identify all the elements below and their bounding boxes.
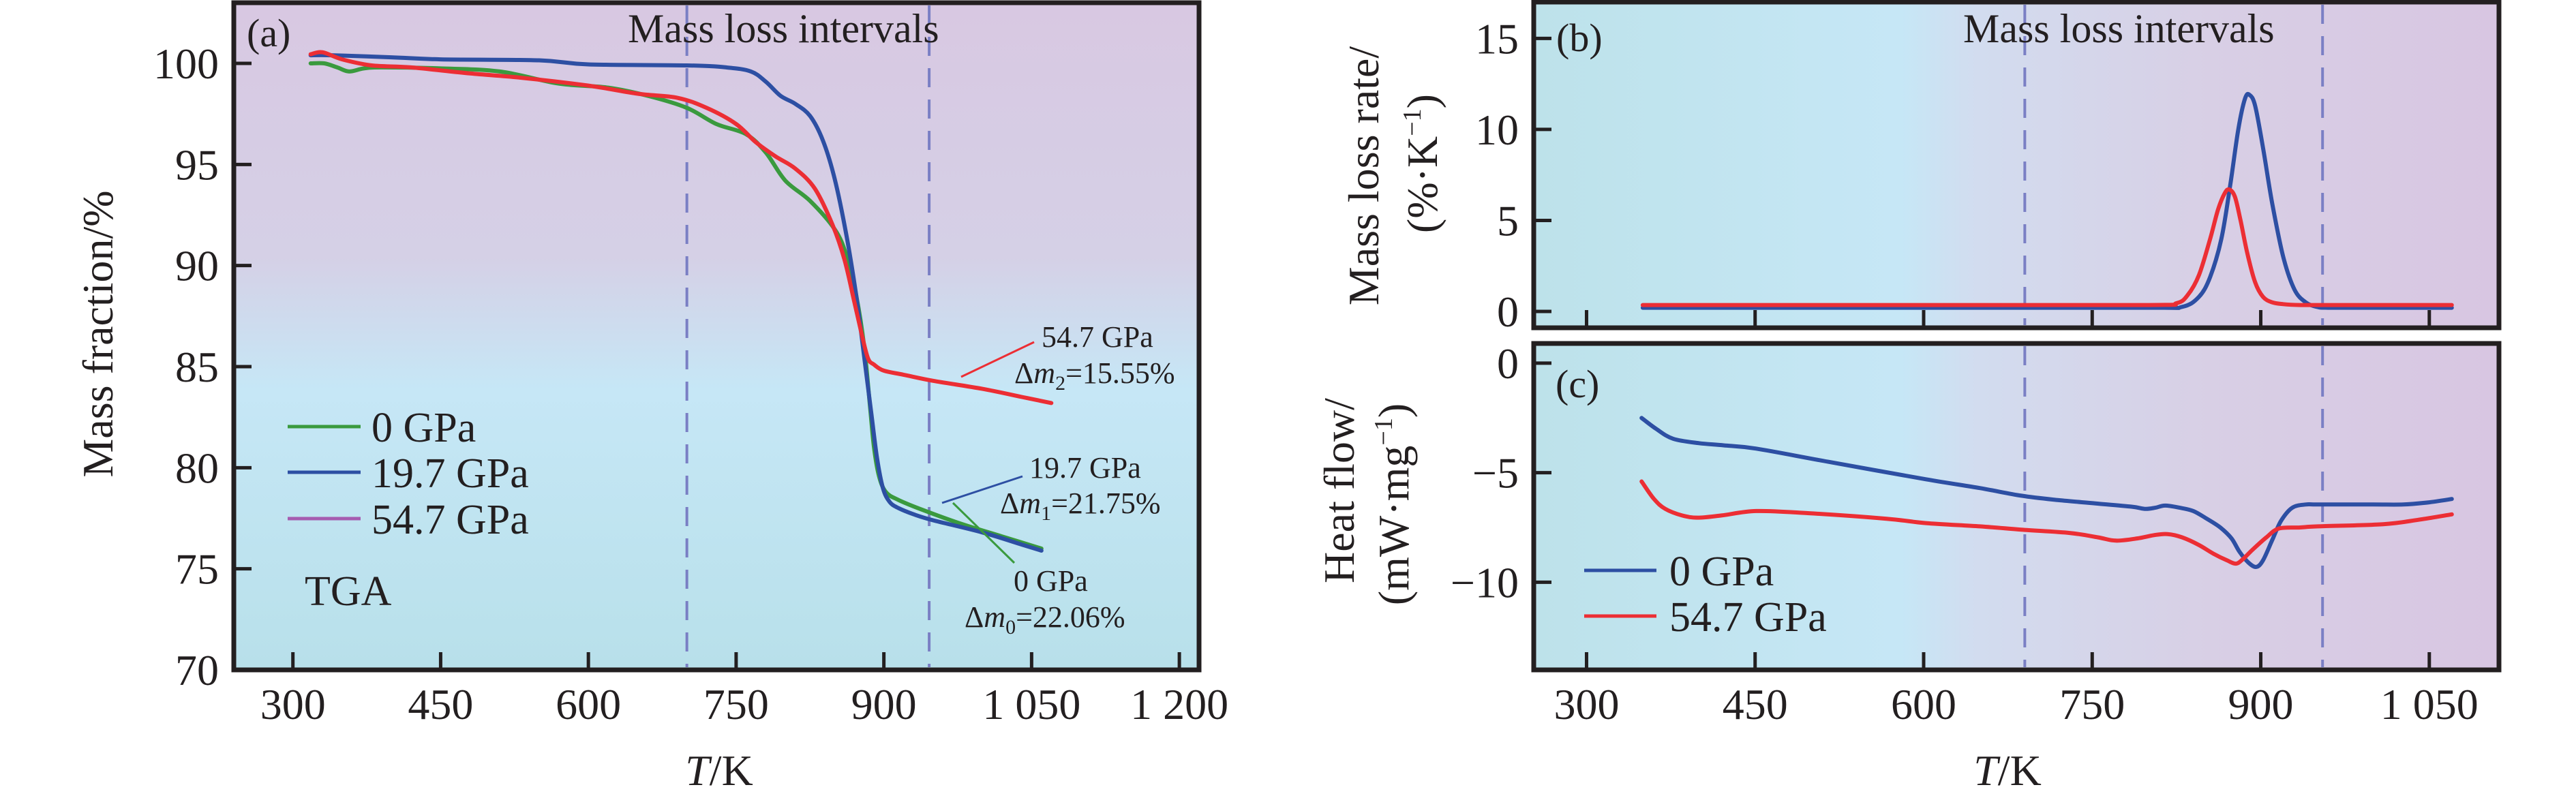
panel-a-x-ticks: 300 450 600 750 900 1 050 1 200 <box>260 652 1228 728</box>
series-0-gpa <box>1639 416 2454 569</box>
panel-c-legend: 0 GPa 54.7 GPa <box>1584 549 1827 641</box>
panel-b-label: (b) <box>1556 16 1603 60</box>
y-tick-label-0: 0 <box>1497 288 1519 336</box>
x-tick-label-900: 900 <box>851 680 917 728</box>
y-tick-label-10: 10 <box>1475 106 1519 154</box>
x-tick-label-450: 450 <box>1723 680 1788 728</box>
panel-c-label: (c) <box>1556 362 1599 406</box>
y-tick-label-5: 5 <box>1497 196 1519 245</box>
panel-b-frame <box>1531 0 2502 331</box>
panel-c-x-ticks: 300 450 600 750 900 1 050 <box>1554 652 2479 728</box>
panel-b-background <box>1534 2 2499 328</box>
leader-line-2 <box>941 475 1023 504</box>
leader-line-1 <box>960 341 1035 378</box>
panel-c-x-axis-title: T/K <box>1973 746 2042 795</box>
y-tick-label-80: 80 <box>175 444 219 492</box>
panel-a-interval-lines <box>685 5 931 667</box>
series-54-7-gpa <box>308 50 1054 405</box>
x-tick-label-750: 750 <box>2059 680 2125 728</box>
y-tick-label-100: 100 <box>153 40 219 88</box>
annotation-19gpa-delta: Δm1=21.75% <box>1000 487 1161 525</box>
annotation-19gpa-pressure: 19.7 GPa <box>1029 451 1141 485</box>
panel-c-y-axis-title-line2: (mW·mg−1) <box>1369 403 1418 605</box>
legend-label-54gpa: 54.7 GPa <box>372 497 529 543</box>
x-tick-label-450: 450 <box>408 680 473 728</box>
legend-label-0gpa: 0 GPa <box>1669 549 1774 595</box>
x-tick-label-600: 600 <box>1891 680 1956 728</box>
panel-a-frame <box>231 0 1202 673</box>
panel-b-y-axis-title-line2: (%·K−1) <box>1398 94 1446 233</box>
y-tick-label-90: 90 <box>175 242 219 290</box>
x-axis-unit: /K <box>710 746 753 795</box>
y-tick-label-15: 15 <box>1475 14 1519 63</box>
panel-a-curves <box>308 50 1054 553</box>
x-tick-label-300: 300 <box>260 680 326 728</box>
legend-label-54gpa: 54.7 GPa <box>1669 594 1827 641</box>
y-tick-label-85: 85 <box>175 343 219 391</box>
panel-c-y-axis-title-line1: Heat flow/ <box>1315 398 1363 583</box>
y-tick-label--10: −10 <box>1451 558 1519 607</box>
panel-c-curves <box>1639 416 2454 569</box>
x-tick-label-600: 600 <box>556 680 621 728</box>
panel-c-frame <box>1531 341 2502 673</box>
panel-a-y-axis-title: Mass fraction/% <box>74 190 122 477</box>
x-tick-label-1050: 1 050 <box>2380 680 2479 728</box>
x-tick-label-300: 300 <box>1554 680 1619 728</box>
y-tick-label-75: 75 <box>175 545 219 594</box>
panel-b-mass-loss-rate: 0 5 10 15 (b) Mass loss intervals Mass loss… <box>1339 0 2502 336</box>
panel-a-y-ticks: 70 75 80 85 90 95 100 <box>153 40 252 694</box>
panel-a-tga: 300 450 600 750 900 1 050 1 200 70 75 80 85 90 95 10… <box>74 0 1228 795</box>
series-54-7-gpa <box>1640 187 2454 307</box>
panel-b-x-ticks <box>1584 310 2431 328</box>
annotation-0gpa-delta: Δm0=22.06% <box>965 600 1125 639</box>
series-19-7-gpa <box>308 52 1044 553</box>
annotation-0gpa-pressure: 0 GPa <box>1014 564 1088 598</box>
leader-line-3 <box>952 502 1016 564</box>
panel-c-interval-lines <box>2023 346 2324 667</box>
y-tick-label-0: 0 <box>1497 339 1519 388</box>
legend-label-19gpa: 19.7 GPa <box>372 450 529 497</box>
panel-b-y-ticks: 0 5 10 15 <box>1475 14 1551 336</box>
annotation-0gpa: 0 GPa Δm0=22.06% <box>965 564 1125 639</box>
panel-a-leader-lines <box>941 341 1035 564</box>
panel-a-legend: 0 GPa 19.7 GPa 54.7 GPa <box>288 405 529 543</box>
panel-c-background <box>1534 343 2499 670</box>
panel-c-heat-flow: 300 450 600 750 900 1 050 0 −5 −10 (c) Heat flo… <box>1315 339 2502 795</box>
panel-a-label: (a) <box>247 11 290 55</box>
panel-b-interval-lines <box>2023 5 2324 325</box>
panel-b-curves <box>1640 91 2454 310</box>
panel-b-y-axis-title-line1: Mass loss rate/ <box>1339 46 1388 306</box>
x-tick-label-1200: 1 200 <box>1130 680 1228 728</box>
y-tick-label--5: −5 <box>1472 449 1519 497</box>
x-tick-label-1050: 1 050 <box>982 680 1080 728</box>
panel-c-y-ticks: 0 −5 −10 <box>1451 339 1551 607</box>
tga-label: TGA <box>305 568 392 615</box>
panel-a-intervals-title: Mass loss intervals <box>628 6 939 51</box>
x-tick-label-900: 900 <box>2228 680 2294 728</box>
legend-label-0gpa: 0 GPa <box>372 405 476 451</box>
annotation-54gpa: 54.7 GPa Δm2=15.55% <box>1014 320 1175 395</box>
y-tick-label-95: 95 <box>175 140 219 189</box>
annotation-54gpa-pressure: 54.7 GPa <box>1042 320 1153 354</box>
panel-b-intervals-title: Mass loss intervals <box>1963 6 2275 51</box>
series-54-7-gpa <box>1639 479 2454 566</box>
x-tick-label-750: 750 <box>703 680 769 728</box>
annotation-54gpa-delta: Δm2=15.55% <box>1014 356 1175 395</box>
annotation-19gpa: 19.7 GPa Δm1=21.75% <box>1000 451 1161 525</box>
panel-a-x-axis-title: T/K <box>685 746 753 795</box>
y-tick-label-70: 70 <box>175 646 219 694</box>
x-axis-var: T <box>685 746 712 795</box>
